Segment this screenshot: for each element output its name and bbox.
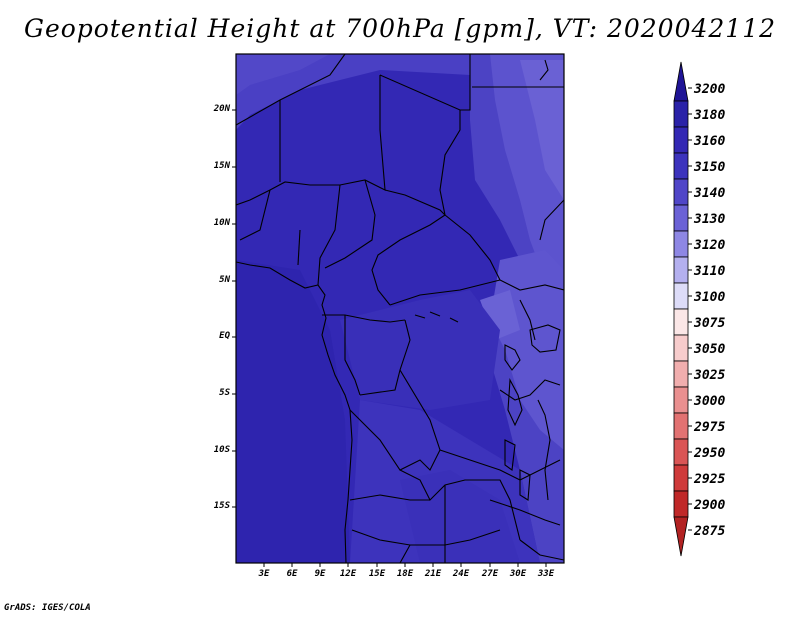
colorbar: 3200 3180 3160 3150 3140 3130 3120 3110 3100 3075… [673, 61, 725, 557]
colorbar-segment [673, 360, 689, 388]
colorbar-label: 3200 [693, 82, 725, 97]
colorbar-segment [673, 178, 689, 206]
colorbar-segment [673, 256, 689, 284]
lon-label: 6E [286, 569, 298, 579]
lon-label: 24E [452, 569, 470, 579]
colorbar-segment [673, 152, 689, 180]
country-borders [236, 54, 564, 563]
colorbar-label: 3160 [693, 134, 725, 149]
lon-label: 27E [481, 569, 499, 579]
grads-credit: GrADS: IGES/COLA [4, 603, 91, 613]
lon-label: 33E [537, 569, 555, 579]
colorbar-segment [673, 100, 689, 128]
lon-label: 12E [339, 569, 357, 579]
colorbar-segment [673, 412, 689, 440]
colorbar-segment [673, 126, 689, 154]
lat-label: 15S [213, 501, 230, 511]
colorbar-label: 2875 [693, 524, 725, 539]
colorbar-label: 2925 [693, 472, 725, 487]
colorbar-segment [673, 334, 689, 362]
lon-label: 9E [314, 569, 326, 579]
lat-label: 10N [213, 218, 230, 228]
lon-label: 15E [368, 569, 386, 579]
colorbar-segment [673, 516, 689, 557]
colorbar-segment [673, 230, 689, 258]
colorbar-label: 3120 [693, 238, 725, 253]
height-field [236, 54, 564, 563]
colorbar-segment [673, 61, 689, 102]
colorbar-segment [673, 490, 689, 518]
colorbar-label: 3000 [693, 394, 725, 409]
lat-label: 10S [213, 445, 230, 455]
colorbar-segment [673, 438, 689, 466]
lat-label: 5N [219, 275, 230, 285]
colorbar-label: 3130 [693, 212, 725, 227]
colorbar-segment [673, 308, 689, 336]
lon-label: 30E [509, 569, 527, 579]
colorbar-label: 3140 [693, 186, 725, 201]
colorbar-segment [673, 282, 689, 310]
lat-label: 20N [213, 104, 230, 114]
colorbar-label: 3100 [693, 290, 725, 305]
lat-label: EQ [219, 331, 230, 341]
lon-label: 18E [396, 569, 414, 579]
lat-label: 5S [219, 388, 230, 398]
colorbar-label: 3025 [693, 368, 725, 383]
map-frame [235, 53, 565, 564]
colorbar-segment [673, 204, 689, 232]
colorbar-label: 3075 [693, 316, 725, 331]
colorbar-label: 3150 [693, 160, 725, 175]
map-title: Geopotential Height at 700hPa [gpm], VT:… [23, 14, 777, 43]
colorbar-label: 3050 [693, 342, 725, 357]
colorbar-label: 3180 [693, 108, 725, 123]
lat-label: 15N [213, 161, 230, 171]
lon-label: 3E [258, 569, 270, 579]
colorbar-label: 2900 [693, 498, 725, 513]
axis-ticks [232, 109, 547, 567]
colorbar-label: 2950 [693, 446, 725, 461]
colorbar-segment [673, 464, 689, 492]
lon-label: 21E [424, 569, 442, 579]
colorbar-label: 2975 [693, 420, 725, 435]
colorbar-segment [673, 386, 689, 414]
colorbar-label: 3110 [693, 264, 725, 279]
